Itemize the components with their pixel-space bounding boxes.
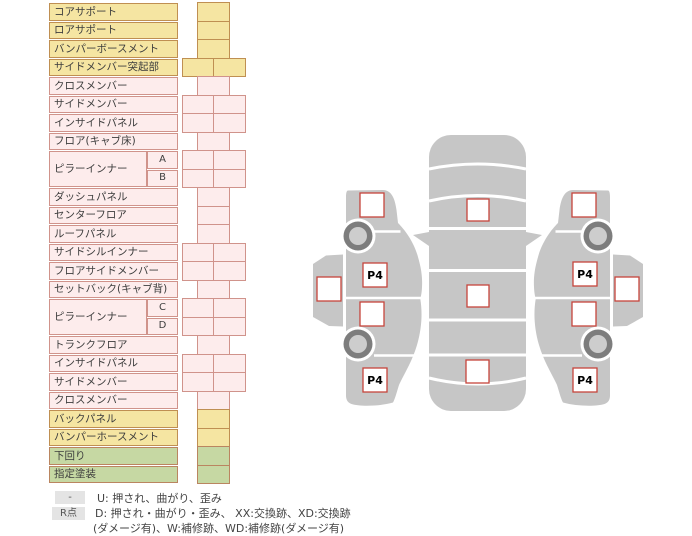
part-row-label: サイドメンバー突起部 [49, 58, 178, 76]
marker-right-quarter-p4[interactable] [572, 367, 598, 393]
part-row-label: クロスメンバー [49, 77, 178, 95]
mirror-right-icon [526, 232, 542, 246]
wheel-front-left-icon [340, 218, 376, 254]
marker-right-panel[interactable] [614, 276, 640, 302]
part-row-label: コアサポート [49, 3, 178, 21]
wheel-rear-left-icon [340, 326, 376, 362]
pillar-sub-label: C [147, 299, 178, 317]
roof-front-line [428, 194, 527, 203]
part-row-label: ピラーインナー [49, 299, 147, 335]
part-row-label: フロア(キャブ床) [49, 132, 178, 150]
marker-left-panel[interactable] [316, 276, 342, 302]
marker-center-middle[interactable] [466, 284, 490, 308]
status-cell [197, 464, 230, 484]
legend-text-r: D: 押され・曲がり・歪み、 XX:交換跡、XD:交換跡 [95, 507, 351, 520]
legend-badge-r: R点 [52, 507, 85, 520]
marker-right-door-rear[interactable] [571, 301, 597, 327]
p4-label: P4 [367, 374, 383, 387]
part-row-label: インサイドパネル [49, 114, 178, 132]
part-row-label: センターフロア [49, 206, 178, 224]
part-row-label: サイドメンバー [49, 373, 178, 391]
side-divider-lines [346, 230, 422, 357]
part-row-label: インサイドパネル [49, 354, 178, 372]
legend-badge-u: - [55, 491, 85, 504]
p4-label: P4 [577, 374, 593, 387]
part-row-label: セットバック(キャブ背) [49, 280, 178, 298]
pillar-sub-label: B [147, 169, 178, 187]
part-row-label: バンパーボースメント [49, 40, 178, 58]
marker-right-fender-front[interactable] [571, 192, 597, 218]
rear-window-line [428, 376, 527, 386]
part-row-label: フロアサイドメンバー [49, 262, 178, 280]
marker-center-front[interactable] [466, 198, 490, 222]
marker-center-rear[interactable] [465, 359, 490, 384]
legend-text-u: U: 押され、曲がり、歪み [97, 492, 222, 505]
part-row-label: 指定塗装 [49, 465, 178, 483]
marker-left-quarter-p4[interactable] [362, 367, 388, 393]
part-row-label: ダッシュパネル [49, 188, 178, 206]
part-row-label: バックパネル [49, 410, 178, 428]
marker-left-door-rear[interactable] [359, 301, 385, 327]
part-row-label: ピラーインナー [49, 151, 147, 187]
part-row-label: 下回り [49, 447, 178, 465]
part-row-label: ルーフパネル [49, 225, 178, 243]
part-row-label: クロスメンバー [49, 391, 178, 409]
pillar-sub-label: D [147, 317, 178, 335]
part-row-label: サイドメンバー [49, 95, 178, 113]
legend-text-cont: (ダメージ有)、W:補修跡、WD:補修跡(ダメージ有) [93, 522, 345, 535]
part-row-label: バンパーホースメント [49, 428, 178, 446]
marker-right-door-front-p4[interactable] [572, 261, 598, 287]
marker-left-fender-front[interactable] [359, 192, 385, 218]
wheel-front-right-icon [580, 218, 616, 254]
p4-label: P4 [577, 268, 593, 281]
part-row-label: トランクフロア [49, 336, 178, 354]
part-row-label: ロアサポート [49, 21, 178, 39]
mirror-left-icon [413, 232, 429, 246]
pillar-sub-label: A [147, 151, 178, 169]
marker-left-door-front-p4[interactable] [362, 262, 388, 288]
part-row-label: サイドシルインナー [49, 243, 178, 261]
car-top-view [429, 135, 526, 411]
wheel-rear-right-icon [580, 326, 616, 362]
windshield-line [428, 162, 527, 171]
p4-label: P4 [367, 269, 383, 282]
